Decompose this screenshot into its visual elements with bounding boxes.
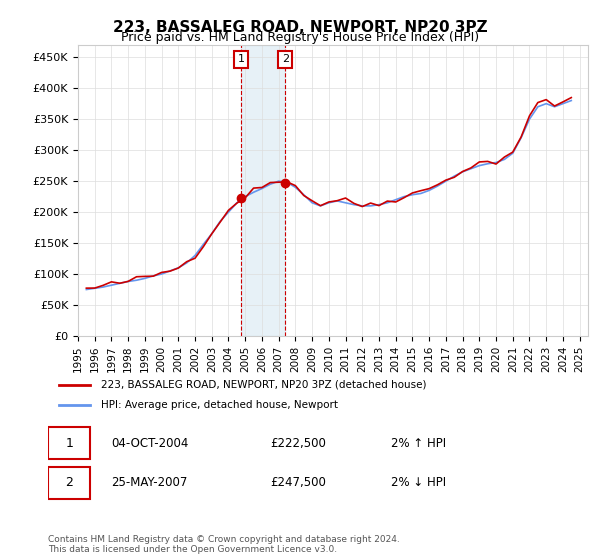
- Text: 223, BASSALEG ROAD, NEWPORT, NP20 3PZ (detached house): 223, BASSALEG ROAD, NEWPORT, NP20 3PZ (d…: [101, 380, 426, 390]
- Text: Contains HM Land Registry data © Crown copyright and database right 2024.
This d: Contains HM Land Registry data © Crown c…: [48, 535, 400, 554]
- FancyBboxPatch shape: [48, 427, 90, 459]
- Text: 2% ↓ HPI: 2% ↓ HPI: [391, 477, 446, 489]
- Text: Price paid vs. HM Land Registry's House Price Index (HPI): Price paid vs. HM Land Registry's House …: [121, 31, 479, 44]
- Bar: [241, 45, 286, 336]
- Text: 1: 1: [238, 54, 245, 64]
- Text: 2% ↑ HPI: 2% ↑ HPI: [391, 436, 446, 450]
- Text: 2: 2: [65, 477, 73, 489]
- Text: £222,500: £222,500: [270, 436, 326, 450]
- Text: 1: 1: [65, 436, 73, 450]
- Text: 2: 2: [282, 54, 289, 64]
- Text: HPI: Average price, detached house, Newport: HPI: Average price, detached house, Newp…: [101, 400, 338, 410]
- FancyBboxPatch shape: [48, 467, 90, 499]
- Text: 25-MAY-2007: 25-MAY-2007: [112, 477, 188, 489]
- Text: 223, BASSALEG ROAD, NEWPORT, NP20 3PZ: 223, BASSALEG ROAD, NEWPORT, NP20 3PZ: [113, 20, 487, 35]
- Text: £247,500: £247,500: [270, 477, 326, 489]
- Text: 04-OCT-2004: 04-OCT-2004: [112, 436, 189, 450]
